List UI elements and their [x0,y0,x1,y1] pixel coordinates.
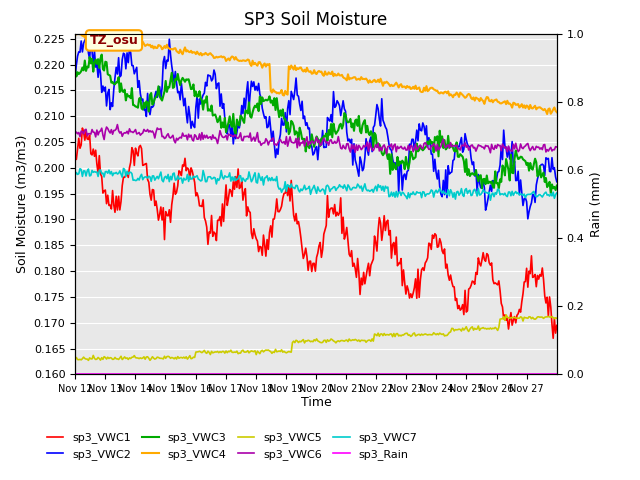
Title: SP3 Soil Moisture: SP3 Soil Moisture [244,11,388,29]
sp3_VWC2 [420,123,428,129]
sp3_VWC6 [131,129,138,134]
Legend: sp3_VWC1, sp3_VWC2, sp3_VWC3, sp3_VWC4, sp3_VWC5, sp3_VWC6, sp3_VWC7, sp3_Rain: sp3_VWC1, sp3_VWC2, sp3_VWC3, sp3_VWC4, … [42,428,422,464]
sp3_VWC5 [553,315,561,321]
sp3_VWC3 [553,183,561,189]
sp3_VWC1 [553,323,561,328]
sp3_Rain [374,372,382,377]
sp3_VWC4 [420,85,428,91]
sp3_VWC6 [421,140,429,145]
sp3_VWC5 [84,358,92,363]
sp3_VWC4 [376,79,383,85]
sp3_VWC1 [131,163,138,168]
sp3_VWC1 [422,258,430,264]
sp3_VWC6 [376,148,383,154]
sp3_VWC2 [83,34,91,40]
sp3_VWC5 [376,333,383,339]
sp3_VWC5 [71,356,79,362]
sp3_Rain [71,372,79,377]
sp3_VWC4 [553,109,561,115]
sp3_VWC6 [263,138,271,144]
X-axis label: Time: Time [301,396,332,408]
sp3_VWC4 [71,31,79,36]
sp3_VWC1 [79,125,86,131]
sp3_VWC5 [422,332,430,337]
sp3_VWC1 [263,237,271,242]
sp3_VWC3 [376,142,383,147]
sp3_VWC7 [263,173,271,179]
sp3_VWC6 [230,134,237,140]
Y-axis label: Rain (mm): Rain (mm) [590,171,603,237]
sp3_VWC3 [131,102,138,108]
sp3_Rain [129,372,137,377]
sp3_VWC1 [71,156,79,162]
sp3_VWC7 [120,166,127,171]
sp3_VWC6 [424,144,431,150]
Line: sp3_VWC3: sp3_VWC3 [75,55,557,193]
sp3_VWC2 [376,116,383,122]
sp3_VWC3 [422,144,430,149]
sp3_VWC3 [71,67,79,73]
sp3_VWC7 [71,172,79,178]
sp3_VWC7 [131,177,138,183]
sp3_VWC1 [230,179,237,185]
sp3_VWC5 [131,353,138,359]
sp3_VWC6 [71,131,79,136]
sp3_VWC3 [420,146,428,152]
Line: sp3_VWC6: sp3_VWC6 [75,125,557,154]
sp3_VWC2 [131,71,138,77]
sp3_VWC6 [383,151,390,157]
sp3_VWC7 [422,192,430,197]
sp3_VWC3 [263,97,271,103]
sp3_VWC5 [263,348,271,353]
Line: sp3_VWC5: sp3_VWC5 [75,315,557,360]
sp3_Rain [421,372,429,377]
Line: sp3_VWC1: sp3_VWC1 [75,128,557,338]
sp3_VWC7 [376,184,383,190]
sp3_VWC4 [131,43,138,48]
sp3_VWC4 [263,61,271,67]
sp3_VWC6 [553,144,561,150]
sp3_VWC7 [486,197,494,203]
sp3_VWC3 [230,111,237,117]
sp3_Rain [228,372,236,377]
sp3_VWC3 [547,191,555,196]
sp3_VWC3 [98,52,106,58]
sp3_VWC2 [524,216,532,222]
sp3_VWC1 [376,215,383,220]
Line: sp3_VWC7: sp3_VWC7 [75,168,557,200]
sp3_VWC1 [420,268,428,274]
sp3_VWC2 [553,179,561,185]
sp3_VWC4 [422,83,430,89]
sp3_VWC1 [549,336,557,341]
sp3_VWC4 [82,30,90,36]
sp3_Rain [553,372,561,377]
Line: sp3_VWC4: sp3_VWC4 [75,33,557,114]
sp3_VWC4 [543,111,551,117]
sp3_VWC5 [230,349,237,355]
sp3_VWC4 [230,54,237,60]
sp3_Rain [262,372,269,377]
sp3_VWC2 [263,125,271,131]
sp3_VWC7 [230,178,237,183]
Text: TZ_osu: TZ_osu [90,34,138,47]
sp3_VWC2 [422,123,430,129]
Line: sp3_VWC2: sp3_VWC2 [75,37,557,219]
sp3_VWC5 [420,332,428,337]
sp3_VWC6 [113,122,121,128]
sp3_Rain [419,372,427,377]
Y-axis label: Soil Moisture (m3/m3): Soil Moisture (m3/m3) [15,135,28,273]
sp3_VWC7 [420,189,428,195]
sp3_VWC2 [230,141,237,147]
sp3_VWC5 [502,312,510,318]
sp3_VWC2 [71,74,79,80]
sp3_VWC7 [553,190,561,196]
